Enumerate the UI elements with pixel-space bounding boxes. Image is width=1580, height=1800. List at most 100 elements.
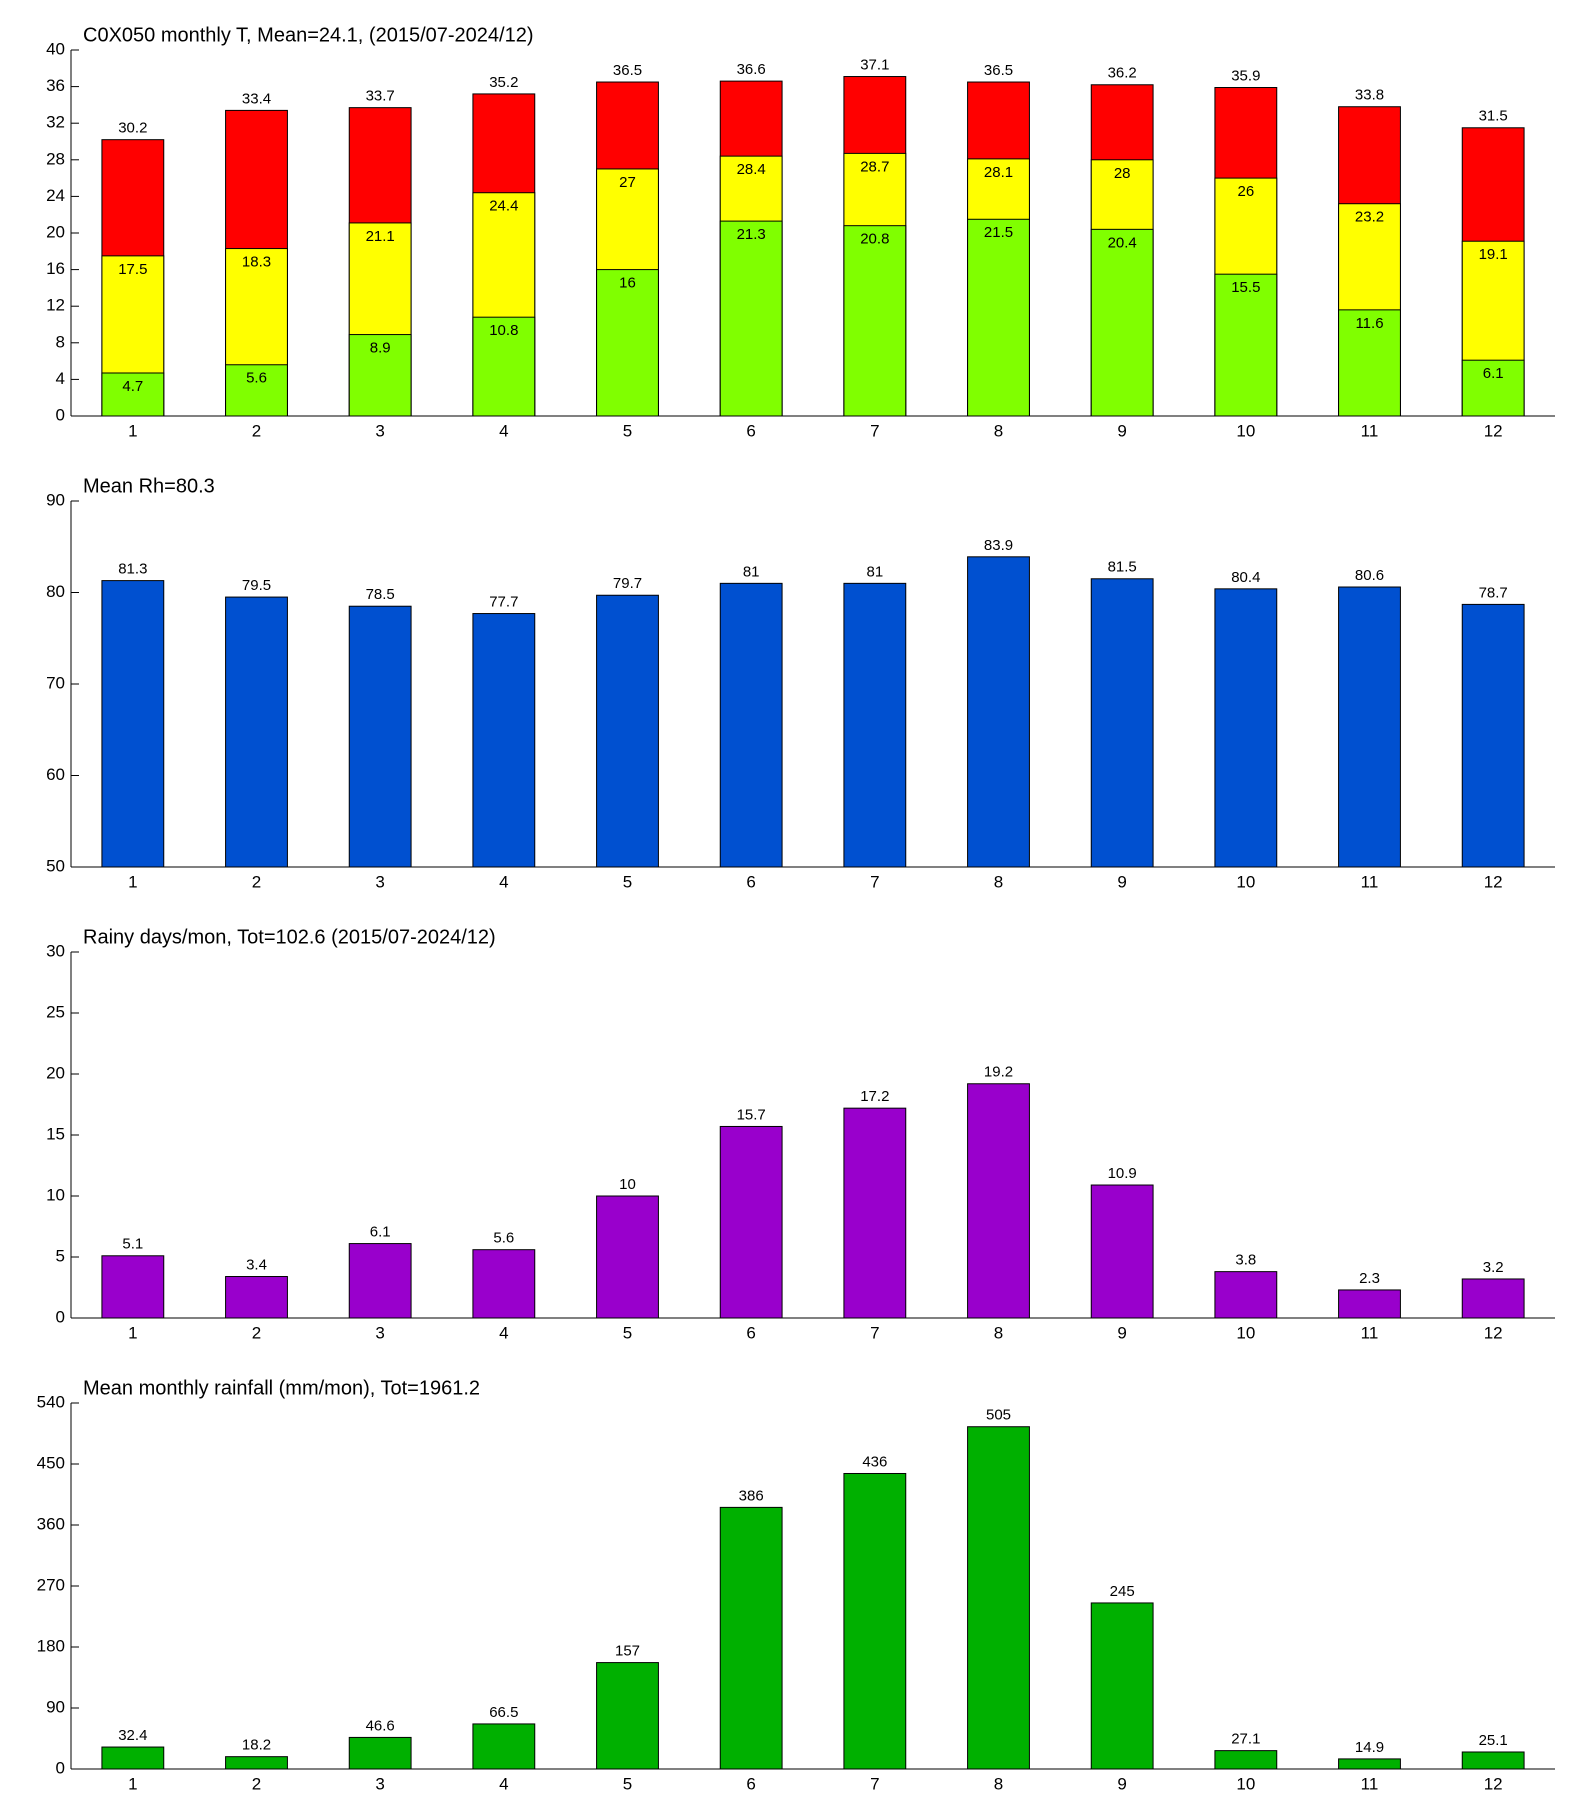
- bar: [101, 580, 165, 868]
- value-label: 5.1: [122, 1236, 143, 1253]
- value-label: 6.1: [1483, 365, 1504, 382]
- value-label: 21.5: [984, 224, 1013, 241]
- value-label: 20.8: [860, 231, 889, 248]
- y-tick-label: 30: [46, 941, 65, 960]
- y-tick-label: 4: [56, 369, 65, 388]
- bar: [967, 1426, 1030, 1770]
- value-label: 245: [1110, 1583, 1135, 1600]
- y-tick-label: 25: [46, 1002, 65, 1021]
- value-label: 46.6: [366, 1717, 395, 1734]
- x-tick-label: 10: [1236, 872, 1255, 891]
- bar: [967, 1083, 1030, 1319]
- bar: [1214, 588, 1278, 868]
- value-label: 5.6: [493, 1230, 514, 1247]
- x-tick-label: 10: [1236, 421, 1255, 440]
- chart-title: C0X050 monthly T, Mean=24.1, (2015/07-20…: [83, 24, 534, 46]
- bar: [472, 1249, 536, 1319]
- value-label: 36.5: [984, 62, 1013, 79]
- value-label: 36.5: [613, 62, 642, 79]
- y-tick-label: 0: [56, 405, 65, 424]
- x-tick-label: 4: [499, 872, 508, 891]
- value-label: 35.9: [1231, 67, 1260, 84]
- value-label: 77.7: [489, 594, 518, 611]
- x-tick-label: 12: [1484, 421, 1503, 440]
- x-tick-label: 10: [1236, 1774, 1255, 1793]
- y-tick-label: 50: [46, 856, 65, 875]
- bar: [1338, 309, 1401, 417]
- value-label: 505: [986, 1407, 1011, 1424]
- x-tick-label: 7: [870, 1774, 879, 1793]
- x-tick-label: 2: [252, 872, 261, 891]
- x-tick-label: 12: [1484, 1774, 1503, 1793]
- x-tick-label: 5: [623, 1774, 632, 1793]
- y-tick-label: 90: [46, 1697, 65, 1716]
- value-label: 33.4: [242, 90, 271, 107]
- value-label: 17.2: [860, 1088, 889, 1105]
- x-tick-label: 12: [1484, 872, 1503, 891]
- chart-title: Mean Rh=80.3: [83, 475, 215, 497]
- value-label: 3.8: [1235, 1252, 1256, 1269]
- value-label: 80.6: [1355, 567, 1384, 584]
- value-label: 28.7: [860, 158, 889, 175]
- y-tick-label: 5: [56, 1246, 65, 1265]
- value-label: 36.6: [737, 61, 766, 78]
- x-tick-label: 10: [1236, 1323, 1255, 1342]
- x-tick-label: 5: [623, 421, 632, 440]
- value-label: 5.6: [246, 370, 267, 387]
- value-label: 81.5: [1108, 559, 1137, 576]
- bar: [596, 1195, 659, 1319]
- value-label: 23.2: [1355, 209, 1384, 226]
- value-label: 8.9: [370, 340, 391, 357]
- bar: [101, 1255, 165, 1319]
- y-tick-label: 540: [37, 1392, 65, 1411]
- value-label: 33.7: [366, 88, 395, 105]
- value-label: 10.8: [489, 322, 518, 339]
- x-tick-label: 5: [623, 872, 632, 891]
- y-tick-label: 32: [46, 113, 65, 132]
- bar: [596, 269, 659, 417]
- value-label: 35.2: [489, 74, 518, 91]
- value-label: 10.9: [1108, 1165, 1137, 1182]
- value-label: 37.1: [860, 57, 889, 74]
- value-label: 31.5: [1479, 108, 1508, 125]
- y-tick-label: 450: [37, 1453, 65, 1472]
- x-tick-label: 2: [252, 1323, 261, 1342]
- y-tick-label: 10: [46, 1185, 65, 1204]
- x-tick-label: 12: [1484, 1323, 1503, 1342]
- value-label: 157: [615, 1643, 640, 1660]
- value-label: 18.2: [242, 1737, 271, 1754]
- x-tick-label: 8: [994, 421, 1003, 440]
- x-tick-label: 9: [1117, 1323, 1126, 1342]
- x-tick-label: 8: [994, 1323, 1003, 1342]
- bar: [1338, 1289, 1401, 1319]
- bar: [1214, 1750, 1278, 1770]
- y-tick-label: 15: [46, 1124, 65, 1143]
- value-label: 18.3: [242, 254, 271, 271]
- x-tick-label: 5: [623, 1323, 632, 1342]
- x-tick-label: 2: [252, 421, 261, 440]
- value-label: 81.3: [118, 561, 147, 578]
- bar: [719, 1125, 783, 1319]
- value-label: 79.7: [613, 575, 642, 592]
- value-label: 24.4: [489, 198, 518, 215]
- value-label: 66.5: [489, 1704, 518, 1721]
- x-tick-label: 9: [1117, 421, 1126, 440]
- bar: [1214, 1271, 1278, 1319]
- y-tick-label: 360: [37, 1514, 65, 1533]
- bar: [1090, 1602, 1154, 1770]
- bar: [1338, 1758, 1401, 1770]
- value-label: 26: [1237, 183, 1254, 200]
- value-label: 79.5: [242, 577, 271, 594]
- y-tick-label: 16: [46, 259, 65, 278]
- value-label: 21.3: [737, 226, 766, 243]
- value-label: 27: [619, 174, 636, 191]
- value-label: 81: [866, 563, 883, 580]
- x-tick-label: 11: [1361, 872, 1379, 891]
- value-label: 21.1: [366, 228, 395, 245]
- bar: [1214, 273, 1278, 417]
- bar: [1090, 578, 1154, 868]
- y-tick-label: 270: [37, 1575, 65, 1594]
- x-tick-label: 1: [128, 872, 137, 891]
- value-label: 78.5: [366, 586, 395, 603]
